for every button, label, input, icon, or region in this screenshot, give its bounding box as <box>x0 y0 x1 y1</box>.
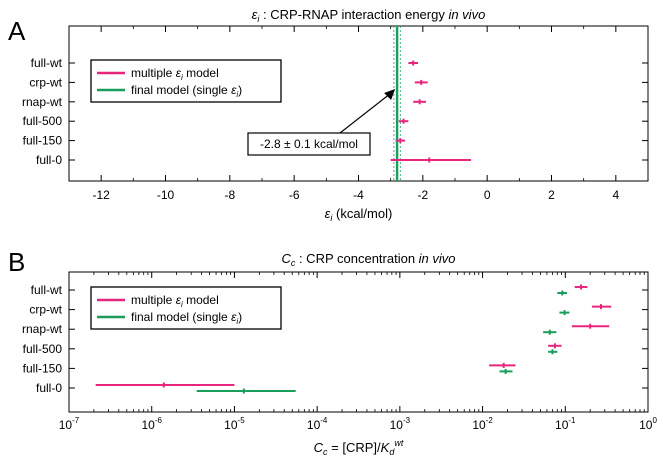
legend-entry: multiple εi model <box>131 66 219 82</box>
legend-suffix: ) <box>238 310 242 324</box>
legend-box <box>90 286 282 330</box>
legend-symbol: ε <box>231 310 237 324</box>
x-tick-label: 10-5 <box>224 416 245 432</box>
legend-symbol: ε <box>176 293 182 307</box>
legend-prefix: final model (single <box>131 83 231 97</box>
legend-prefix: multiple <box>131 66 176 80</box>
x-tick-base: 10 <box>639 418 653 432</box>
y-category-label: full-500 <box>23 342 63 356</box>
x-axis-label: εi (kcal/mol) <box>325 206 393 223</box>
x-tick-exponent: -5 <box>238 416 246 425</box>
title-symbol: ε <box>252 7 258 22</box>
x-tick-base: 10 <box>472 418 486 432</box>
xlabel-k: K <box>381 440 391 455</box>
xlabel-k-superscript: wt <box>394 438 403 448</box>
x-tick-exponent: -7 <box>72 416 80 425</box>
title-text: : CRP-RNAP interaction energy <box>259 7 448 22</box>
x-tick-exponent: -4 <box>320 416 328 425</box>
legend-entry: final model (single εi) <box>131 83 242 99</box>
y-category-label: full-0 <box>36 381 62 395</box>
y-category-label: full-wt <box>31 283 63 297</box>
title-italic: in vivo <box>419 251 456 266</box>
panel-a: Aεi : CRP-RNAP interaction energy in viv… <box>8 7 649 223</box>
xlabel-symbol: ε <box>325 206 331 221</box>
legend-subscript: i <box>236 317 238 326</box>
x-tick-exponent: -3 <box>403 416 411 425</box>
annotation-text: -2.8 ± 0.1 kcal/mol <box>260 137 358 151</box>
annotation-arrow-head <box>384 89 396 100</box>
xlabel-middle: = [CRP]/ <box>328 440 381 455</box>
legend-symbol: ε <box>176 66 182 80</box>
x-tick-label: 10-2 <box>472 416 493 432</box>
x-tick-label: 0 <box>484 188 491 202</box>
y-category-label: full-150 <box>23 134 63 148</box>
x-tick-exponent: 0 <box>652 416 657 425</box>
x-tick-label: 100 <box>639 416 657 432</box>
y-category-label: full-150 <box>23 361 63 375</box>
legend-entry: multiple εi model <box>131 293 219 309</box>
x-tick-label: -10 <box>157 188 175 202</box>
x-tick-base: 10 <box>59 418 73 432</box>
title-subscript: c <box>291 258 296 268</box>
x-tick-label: 10-4 <box>307 416 328 432</box>
title-text: : CRP concentration <box>295 251 418 266</box>
title-symbol: C <box>281 251 291 266</box>
xlabel-symbol: C <box>314 440 324 455</box>
x-axis-label: Cc = [CRP]/Kdwt <box>314 438 404 457</box>
legend-suffix: model <box>183 293 219 307</box>
legend-box <box>90 59 282 103</box>
x-tick-label: -8 <box>224 188 235 202</box>
y-category-label: full-wt <box>31 56 63 70</box>
chart-title: Cc : CRP concentration in vivo <box>281 251 455 268</box>
y-category-label: full-0 <box>36 153 62 167</box>
x-tick-exponent: -2 <box>486 416 494 425</box>
xlabel-subscript: c <box>323 447 328 457</box>
title-subscript: i <box>257 14 260 24</box>
x-tick-label: 10-6 <box>141 416 162 432</box>
x-tick-label: 10-1 <box>555 416 576 432</box>
xlabel-subscript: i <box>330 213 333 223</box>
x-tick-base: 10 <box>141 418 155 432</box>
x-tick-label: 2 <box>548 188 555 202</box>
x-tick-label: -6 <box>289 188 300 202</box>
plot-frame <box>68 271 649 413</box>
chart-title: εi : CRP-RNAP interaction energy in vivo <box>252 7 486 24</box>
xlabel-k-subscript: d <box>389 447 395 457</box>
x-tick-label: 10-7 <box>59 416 80 432</box>
legend-symbol: ε <box>231 83 237 97</box>
x-tick-base: 10 <box>307 418 321 432</box>
y-category-label: crp-wt <box>29 303 62 317</box>
panel-letter: A <box>8 16 26 46</box>
panel-letter: B <box>8 247 25 277</box>
y-category-label: rnap-wt <box>22 95 63 109</box>
annotation-box <box>247 132 371 156</box>
legend-suffix: model <box>183 66 219 80</box>
x-tick-label: -12 <box>92 188 110 202</box>
title-italic: in vivo <box>448 7 485 22</box>
legend-prefix: final model (single <box>131 310 231 324</box>
x-tick-label: -2 <box>417 188 428 202</box>
x-tick-base: 10 <box>390 418 404 432</box>
x-tick-exponent: -6 <box>155 416 163 425</box>
x-tick-base: 10 <box>555 418 569 432</box>
x-tick-exponent: -1 <box>568 416 576 425</box>
legend-subscript: i <box>181 73 183 82</box>
y-category-label: rnap-wt <box>22 322 63 336</box>
annotation-arrow-shaft <box>339 92 392 134</box>
y-category-label: full-500 <box>23 114 63 128</box>
xlabel-rest: (kcal/mol) <box>332 206 392 221</box>
x-tick-label: 10-3 <box>390 416 411 432</box>
x-tick-label: 4 <box>612 188 619 202</box>
y-category-label: crp-wt <box>29 75 62 89</box>
legend-suffix: ) <box>238 83 242 97</box>
plot-frame <box>68 25 649 182</box>
x-tick-label: -4 <box>353 188 364 202</box>
x-tick-base: 10 <box>224 418 238 432</box>
legend-prefix: multiple <box>131 293 176 307</box>
legend-subscript: i <box>181 300 183 309</box>
legend-entry: final model (single εi) <box>131 310 242 326</box>
legend-subscript: i <box>236 90 238 99</box>
